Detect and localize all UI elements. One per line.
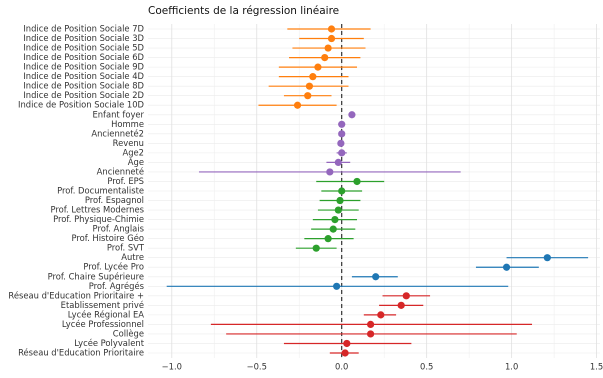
coefficient-point [372, 273, 380, 281]
coefficient-point [341, 349, 349, 357]
x-tick-label: 0.0 [335, 362, 348, 372]
y-tick-label: Prof. Anglais [93, 224, 144, 234]
y-tick-label: Prof. Lettres Modernes [50, 205, 144, 215]
coefficient-point [314, 63, 322, 71]
y-tick-label: Ancienneté [97, 166, 144, 176]
y-tick-label: Homme [111, 119, 144, 129]
coefficient-point [543, 254, 551, 262]
coefficient-point [334, 206, 342, 214]
coefficient-point [312, 244, 320, 252]
y-tick-label: Indice de Position Sociale 3D [23, 33, 144, 43]
chart-title: Coefficients de la régression linéaire [148, 5, 339, 17]
coefficient-point [338, 130, 346, 138]
coefficient-point [338, 149, 346, 157]
coefficient-point [305, 82, 314, 90]
coefficient-point [324, 235, 332, 243]
coefficient-point [321, 53, 329, 62]
coefficient-point [343, 339, 351, 348]
y-tick-label: Indice de Position Sociale 4D [23, 71, 144, 81]
y-tick-label: Prof. EPS [107, 176, 144, 186]
y-tick-label: Réseau d'Education Prioritaire + [8, 290, 144, 300]
y-tick-label: Prof. Chaire Supérieure [48, 271, 144, 281]
coefficient-point [348, 111, 356, 119]
y-tick-label: Lycée Professionnel [62, 319, 144, 329]
y-tick-label: Réseau d'Education Prioritaire [18, 348, 144, 358]
coefficient-point [502, 263, 511, 271]
y-tick-label: Prof. Physique-Chimie [53, 214, 144, 224]
y-tick-label: Prof. SVT [107, 243, 145, 253]
y-tick-label: Prof. Espagnol [85, 195, 144, 205]
coefficient-point [324, 44, 332, 52]
coefficient-point [337, 139, 345, 147]
y-tick-label: Autre [121, 252, 144, 262]
coefficient-point [338, 187, 346, 195]
y-tick-label: Age [128, 157, 144, 167]
y-tick-label: Indice de Position Sociale 7D [23, 24, 144, 34]
y-tick-label: Lycée Régional EA [68, 309, 145, 319]
y-tick-label: Indice de Position Sociale 6D [23, 52, 144, 62]
x-tick-label: 1.0 [505, 362, 518, 372]
x-tick-label: 0.5 [420, 362, 433, 372]
coefficient-point [304, 92, 312, 100]
coefficient-point [367, 330, 375, 338]
y-tick-label: Ancienneté2 [91, 128, 144, 138]
coefficient-point [353, 177, 361, 186]
coefficient-point [327, 34, 336, 43]
coefficient-point [334, 158, 342, 167]
y-tick-label: Prof. Histoire Géo [71, 233, 144, 243]
y-tick-label: Indice de Position Sociale 2D [23, 90, 144, 100]
y-tick-label: Lycée Polyvalent [74, 338, 144, 348]
x-tick-label: −0.5 [247, 362, 267, 372]
coefficient-point [367, 320, 375, 329]
x-tick-label: −1.0 [162, 362, 182, 372]
y-tick-label: Enfant foyer [92, 109, 144, 119]
y-tick-label: Revenu [113, 138, 144, 148]
y-tick-label: Indice de Position Sociale 9D [23, 62, 144, 72]
coefficient-point [397, 301, 405, 309]
coefficient-point [377, 311, 385, 319]
y-tick-label: Prof. Documentaliste [57, 186, 144, 196]
coefficient-point [327, 25, 336, 33]
coefficient-point [331, 215, 339, 224]
coefficient-point [333, 282, 341, 290]
coefficient-point [329, 225, 337, 233]
y-tick-label: Prof. Agrégés [89, 281, 144, 291]
coefficient-point [326, 168, 334, 176]
y-tick-label: Indice de Position Sociale 10D [18, 100, 144, 110]
y-tick-label: Age2 [122, 147, 144, 157]
y-tick-label: Indice de Position Sociale 5D [23, 43, 144, 53]
x-tick-label: 1.5 [590, 362, 603, 372]
y-tick-label: Prof. Lycée Pro [83, 262, 144, 272]
coefficient-point [338, 120, 346, 128]
coefficient-point [309, 73, 317, 81]
coefficient-point [293, 101, 302, 109]
y-tick-label: Indice de Position Sociale 8D [23, 81, 144, 91]
coefficient-point [402, 292, 410, 300]
y-tick-label: Etablissement privé [61, 300, 144, 310]
y-tick-label: Collège [113, 328, 144, 338]
coefficient-point [336, 196, 344, 205]
